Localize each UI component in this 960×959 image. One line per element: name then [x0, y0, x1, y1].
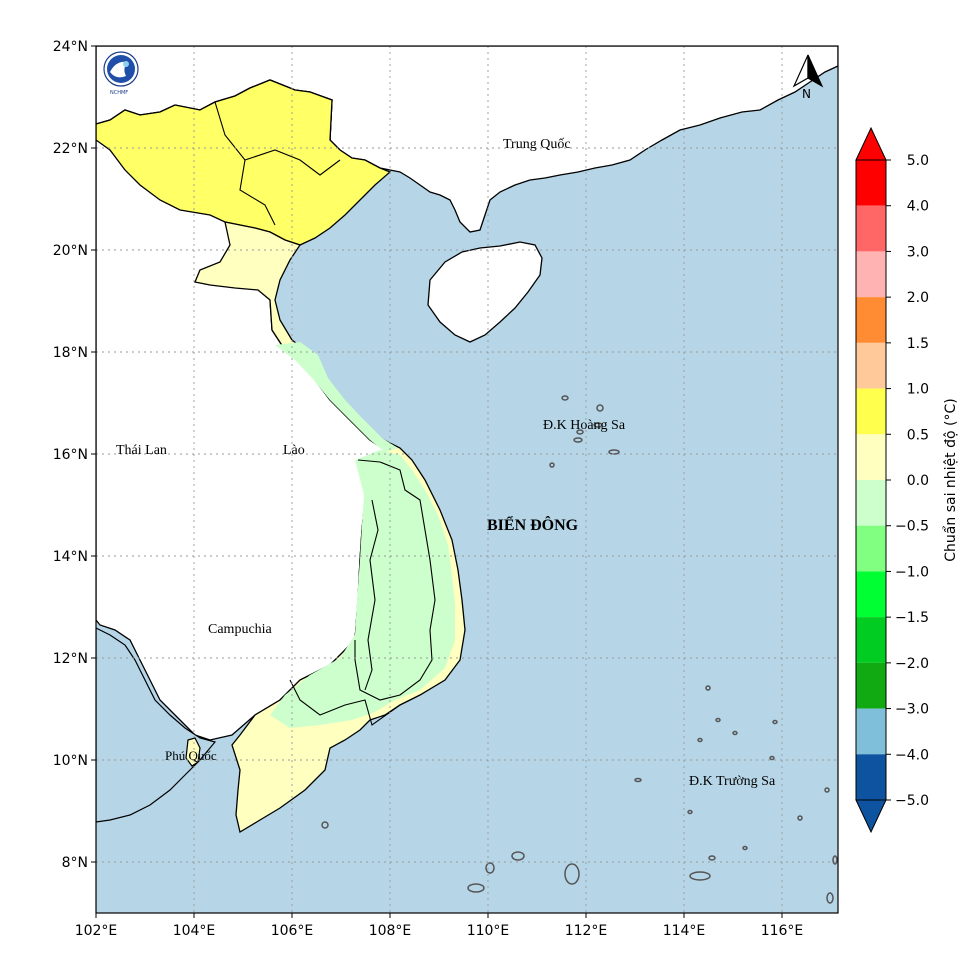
colorbar-tick-label: −5.0 [895, 793, 929, 809]
gridlines [96, 46, 838, 913]
lon-tick-label: 110°E [467, 923, 510, 939]
anomaly-green-tay-nguyen [270, 450, 455, 728]
colorbar-bin [856, 160, 886, 206]
colorbar-tick-label: −1.5 [895, 610, 929, 626]
label-laos: Lào [283, 443, 305, 458]
colorbar-tick-label: −1.0 [895, 564, 929, 580]
map-content [96, 46, 838, 913]
colorbar-tick-label: 0.0 [907, 473, 929, 489]
nchmf-logo: NCHMF [103, 51, 139, 96]
colorbar-bin [856, 342, 886, 389]
colorbar-tick-label: −3.0 [895, 702, 929, 718]
colorbar-extend-low [855, 799, 887, 834]
colorbar-tick-label: 0.5 [907, 427, 929, 443]
colorbar-tick-label: 1.0 [907, 382, 929, 398]
lon-tick-label: 112°E [565, 923, 608, 939]
lat-tick-label: 12°N [53, 651, 88, 667]
vn-central-border-1 [354, 459, 436, 701]
vn-central-border-2 [364, 499, 379, 691]
colorbar-bin [856, 480, 886, 526]
vn-north-border-2 [244, 149, 341, 176]
north-arrow-icon: N [792, 54, 824, 101]
label-china: Trung Quốc [503, 137, 571, 152]
lat-tick-label: 8°N [62, 855, 88, 871]
colorbar-tick-label: 1.5 [907, 336, 929, 352]
label-truong-sa: Đ.K Trường Sa [689, 774, 776, 789]
label-hoang-sa: Đ.K Hoàng Sa [543, 418, 626, 433]
label-phu-quoc: Phú Quốc [165, 748, 217, 763]
colorbar-bin [856, 251, 886, 298]
lon-tick-label: 104°E [173, 923, 216, 939]
colorbar-tick-label: −0.5 [895, 519, 929, 535]
label-cambodia: Campuchia [208, 622, 273, 637]
colorbar-bin [856, 388, 886, 435]
colorbar-bin [856, 571, 886, 618]
colorbar-bin [856, 617, 886, 663]
lat-tick-label: 20°N [53, 243, 88, 259]
colorbar-bin [856, 205, 886, 252]
colorbar-title: Chuẩn sai nhiệt độ (°C) [942, 398, 959, 561]
gulf-of-thailand [96, 627, 217, 823]
vn-south-border [289, 679, 401, 726]
lon-tick-label: 116°E [761, 923, 804, 939]
label-east-sea: BIỂN ĐÔNG [487, 515, 579, 534]
colorbar-tick-label: 3.0 [907, 244, 929, 260]
lat-tick-label: 18°N [53, 345, 88, 361]
colorbar-bin [856, 434, 886, 480]
truong-sa-islands [321, 685, 838, 904]
anomaly-green-bac-trung-bo [275, 342, 398, 452]
lat-tick-label: 24°N [53, 39, 88, 55]
colorbar-bin [856, 297, 886, 343]
colorbar-tick-label: −4.0 [895, 747, 929, 763]
lon-tick-label: 114°E [663, 923, 706, 939]
longitude-axis: 102°E 104°E 106°E 108°E 110°E 112°E 114°E 116°E [75, 913, 804, 939]
hainan-island [427, 241, 543, 343]
vn-north-border-1 [214, 101, 276, 226]
colorbar: 5.0 4.0 3.0 2.0 1.5 1.0 0.5 0.0 −0.5 −1.0 −1.5 −2.0… [855, 126, 929, 834]
lon-tick-label: 108°E [369, 923, 412, 939]
colorbar-bin [856, 662, 886, 709]
lat-tick-label: 22°N [53, 141, 88, 157]
colorbar-bin [856, 708, 886, 755]
phu-quoc-island [185, 737, 201, 767]
colorbar-tick-label: 5.0 [907, 153, 929, 169]
label-thailand: Thái Lan [116, 443, 167, 458]
lat-tick-label: 14°N [53, 549, 88, 565]
colorbar-tick-label: 4.0 [907, 199, 929, 215]
hoang-sa-islands [549, 395, 620, 468]
logo-text: NCHMF [110, 90, 128, 96]
colorbar-bin [856, 525, 886, 572]
lat-tick-label: 16°N [53, 447, 88, 463]
colorbar-tick-label: −2.0 [895, 656, 929, 672]
colorbar-tick-label: 2.0 [907, 290, 929, 306]
lon-tick-label: 102°E [75, 923, 118, 939]
colorbar-extend-high [855, 126, 887, 161]
colorbar-bin [856, 754, 886, 800]
lat-tick-label: 10°N [53, 753, 88, 769]
lon-tick-label: 106°E [271, 923, 314, 939]
map-frame [95, 45, 839, 914]
north-label: N [802, 87, 811, 101]
latitude-axis: 24°N 22°N 20°N 18°N 16°N 14°N 12°N 10°N 8°N [53, 39, 96, 871]
